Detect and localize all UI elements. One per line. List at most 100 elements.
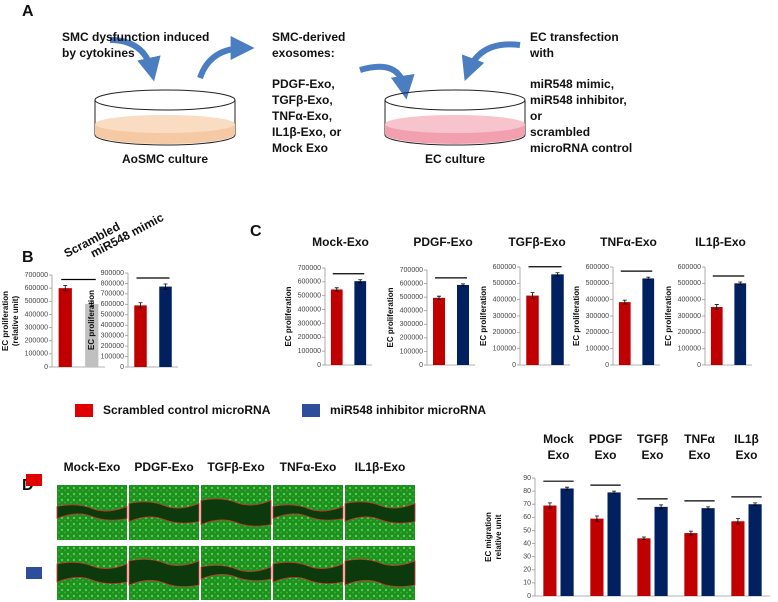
- category-label: IL1β: [734, 432, 759, 446]
- y-axis-label: EC proliferation: [87, 290, 96, 350]
- bar: [654, 506, 668, 596]
- legend-swatch: [302, 404, 320, 417]
- y-tick-label: 20: [523, 567, 531, 574]
- diagram-text: Mock Exo: [272, 141, 328, 155]
- y-tick-label: 400000: [400, 308, 423, 315]
- y-tick-label: 700000: [25, 272, 48, 279]
- error-bar: [138, 302, 143, 309]
- bar: [85, 303, 99, 367]
- error-bar: [706, 506, 711, 510]
- wound-area: [200, 498, 272, 527]
- y-tick-label: 400000: [298, 306, 321, 313]
- bar: [330, 289, 343, 365]
- y-tick-label: 500000: [586, 280, 609, 287]
- y-axis-label: EC proliferation: [284, 286, 293, 346]
- diagram-text: exosomes:: [272, 46, 335, 60]
- diagram-text: miR548 mimic,: [530, 77, 614, 91]
- wound-area: [344, 559, 416, 587]
- wound-area: [56, 562, 128, 584]
- y-tick-label: 300000: [493, 313, 516, 320]
- legend-label: Scrambled control microRNA: [103, 403, 271, 417]
- y-tick-label: 0: [527, 593, 531, 600]
- y-tick-label: 600000: [101, 301, 124, 308]
- y-axis-label: EC proliferation: [572, 286, 581, 346]
- y-tick-label: 300000: [678, 313, 701, 320]
- diagram-text: IL1β-Exo, or: [272, 125, 342, 139]
- y-tick-label: 600000: [400, 280, 423, 287]
- y-tick-label: 600000: [586, 264, 609, 271]
- bar: [637, 538, 651, 596]
- error-bar: [594, 515, 599, 522]
- error-bar: [89, 300, 94, 307]
- y-tick-label: 500000: [678, 280, 701, 287]
- y-tick-label: 200000: [586, 329, 609, 336]
- y-tick-label: 800000: [101, 280, 124, 287]
- error-bar: [646, 276, 651, 281]
- category-label: Exo: [594, 448, 616, 462]
- y-tick-label: 600000: [678, 264, 701, 271]
- legend-label: miR548 inhibitor microRNA: [330, 403, 486, 417]
- bar: [551, 274, 564, 365]
- chart-title: TNFα-Exo: [600, 235, 657, 249]
- column-label: Mock-Exo: [64, 460, 121, 474]
- diagram-text: SMC dysfunction induced: [62, 30, 209, 44]
- error-bar: [334, 287, 339, 292]
- y-tick-label: 0: [697, 362, 701, 369]
- bar: [748, 504, 762, 596]
- y-tick-label: 200000: [25, 338, 48, 345]
- bar: [734, 283, 747, 365]
- y-tick-label: 400000: [493, 297, 516, 304]
- y-tick-label: 300000: [298, 320, 321, 327]
- diagram-text: or: [530, 109, 542, 123]
- bar: [590, 518, 604, 596]
- y-tick-label: 700000: [101, 291, 124, 298]
- diagram-text: by cytokines: [62, 46, 135, 60]
- error-bar: [738, 281, 743, 286]
- y-tick-label: 70: [523, 501, 531, 508]
- bar: [560, 488, 574, 596]
- y-tick-label: 0: [44, 364, 48, 371]
- diagram-text: TGFβ-Exo,: [272, 93, 333, 107]
- error-bar: [358, 279, 363, 283]
- panel-label: A: [22, 3, 34, 20]
- y-tick-label: 10: [523, 580, 531, 587]
- category-label: Exo: [547, 448, 569, 462]
- row-swatch: [26, 567, 42, 579]
- y-tick-label: 400000: [678, 297, 701, 304]
- diagram-text: microRNA control: [530, 141, 632, 155]
- dish-label: EC culture: [425, 152, 485, 166]
- wound-area: [128, 501, 200, 524]
- wound-area: [272, 504, 344, 521]
- y-tick-label: 300000: [101, 333, 124, 340]
- error-bar: [641, 536, 646, 541]
- diagram-text: with: [529, 46, 554, 60]
- y-axis-label: relative unit: [494, 514, 503, 559]
- category-label: TNFα: [684, 432, 715, 446]
- y-tick-label: 300000: [25, 324, 48, 331]
- y-tick-label: 100000: [101, 353, 124, 360]
- category-label: Exo: [688, 448, 710, 462]
- y-tick-label: 700000: [298, 265, 321, 272]
- error-bar: [622, 299, 627, 305]
- bar: [701, 508, 715, 596]
- y-axis-label: EC proliferation: [386, 287, 395, 347]
- y-tick-label: 0: [512, 362, 516, 369]
- column-label: TGFβ-Exo: [207, 460, 264, 474]
- error-bar: [688, 530, 693, 536]
- y-tick-label: 100000: [678, 346, 701, 353]
- y-tick-label: 500000: [400, 294, 423, 301]
- wound-area: [56, 504, 128, 521]
- wound-area: [272, 562, 344, 584]
- y-axis-label: (relative unit): [11, 296, 20, 347]
- y-tick-label: 100000: [493, 346, 516, 353]
- diagram-text: PDGF-Exo,: [272, 77, 335, 91]
- y-tick-label: 0: [605, 362, 609, 369]
- diagram-shapes: [94, 36, 526, 146]
- error-bar: [714, 304, 719, 310]
- y-tick-label: 30: [523, 554, 531, 561]
- bar: [710, 307, 723, 365]
- y-tick-label: 90: [523, 475, 531, 482]
- error-bar: [555, 272, 560, 277]
- bar: [684, 533, 698, 596]
